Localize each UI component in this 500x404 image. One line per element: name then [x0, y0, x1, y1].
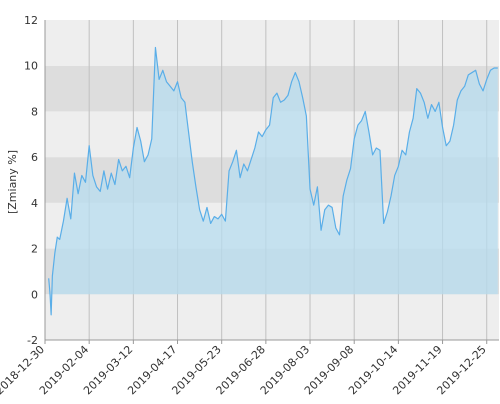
- series-line-0: [48, 46, 498, 316]
- series-layer: [48, 46, 498, 316]
- axes: [44, 20, 499, 344]
- y-tick-label-10: 10: [24, 60, 38, 73]
- y-tick-label--2: -2: [27, 334, 38, 347]
- y-tick-label-4: 4: [31, 197, 38, 210]
- y-tick-label-0: 0: [31, 288, 38, 301]
- band--2-0: [45, 294, 499, 340]
- y-tick-label-6: 6: [31, 151, 38, 164]
- y-tick-labels: -2 0 2 4 6 8 10 12: [24, 14, 38, 347]
- series-area-0: [48, 47, 498, 315]
- band-10-12: [45, 20, 499, 66]
- y-tick-label-8: 8: [31, 105, 38, 118]
- y-tick-label-12: 12: [24, 14, 38, 27]
- y-axis-label: [Zmiany %]: [6, 150, 19, 214]
- y-tick-label-2: 2: [31, 243, 38, 256]
- x-tick-labels: 2018-12-302019-02-042019-03-122019-04-17…: [0, 343, 489, 397]
